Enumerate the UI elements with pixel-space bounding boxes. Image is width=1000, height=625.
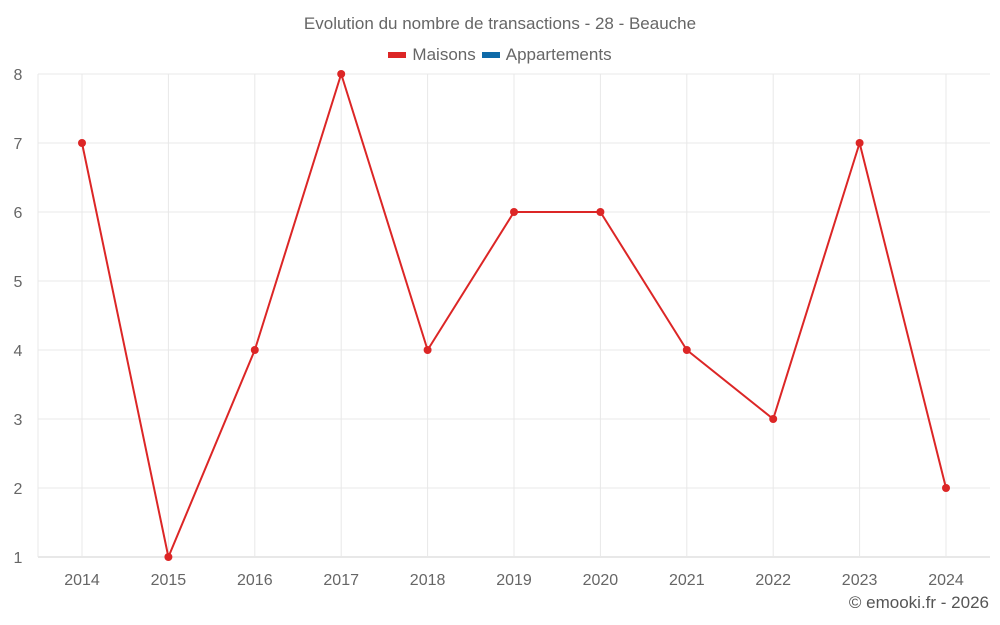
data-point[interactable] (164, 553, 173, 561)
x-tick-label: 2024 (928, 572, 964, 589)
data-point[interactable] (682, 346, 691, 354)
x-tick-label: 2014 (64, 572, 100, 589)
legend-label-maisons: Maisons (412, 45, 476, 64)
data-point[interactable] (78, 139, 86, 147)
legend-item-maisons[interactable]: Maisons (388, 45, 476, 65)
x-tick-label: 2021 (669, 572, 705, 589)
y-tick-label: 1 (14, 550, 23, 567)
data-point[interactable] (423, 346, 432, 354)
legend-swatch-appartements (481, 52, 500, 58)
copyright-footer: © emooki.fr - 2026 (848, 593, 989, 612)
data-point[interactable] (769, 415, 778, 423)
x-tick-label: 2018 (410, 572, 446, 589)
y-tick-label: 4 (14, 343, 23, 360)
chart-title: Evolution du nombre de transactions - 28… (303, 14, 697, 33)
y-axis-ticks: 1 2 3 4 5 6 7 8 (14, 67, 23, 567)
y-tick-label: 2 (14, 481, 23, 498)
y-tick-label: 8 (14, 67, 23, 84)
y-tick-label: 5 (14, 274, 23, 291)
legend-item-appartements[interactable]: Appartements (481, 45, 612, 65)
y-tick-label: 3 (14, 412, 23, 429)
y-tick-label: 6 (14, 205, 23, 222)
x-axis-ticks: 2014 2015 2016 2017 2018 2019 2020 2021 2022 2023… (64, 572, 964, 589)
data-point[interactable] (510, 208, 518, 216)
series-maisons (78, 70, 950, 561)
data-point[interactable] (942, 484, 950, 492)
x-tick-label: 2023 (842, 572, 878, 589)
data-point[interactable] (250, 346, 259, 354)
legend: Maisons Appartements (0, 45, 1000, 65)
data-point[interactable] (596, 208, 605, 216)
legend-swatch-maisons (388, 52, 407, 58)
x-tick-label: 2015 (151, 572, 187, 589)
data-point[interactable] (337, 70, 346, 78)
x-tick-label: 2020 (583, 572, 619, 589)
gridlines (37, 73, 990, 558)
x-tick-label: 2016 (237, 572, 273, 589)
x-tick-label: 2022 (755, 572, 791, 589)
legend-label-appartements: Appartements (505, 45, 612, 64)
x-tick-label: 2019 (496, 572, 532, 589)
x-tick-label: 2017 (323, 572, 359, 589)
data-point[interactable] (855, 139, 864, 147)
y-tick-label: 7 (14, 136, 23, 153)
